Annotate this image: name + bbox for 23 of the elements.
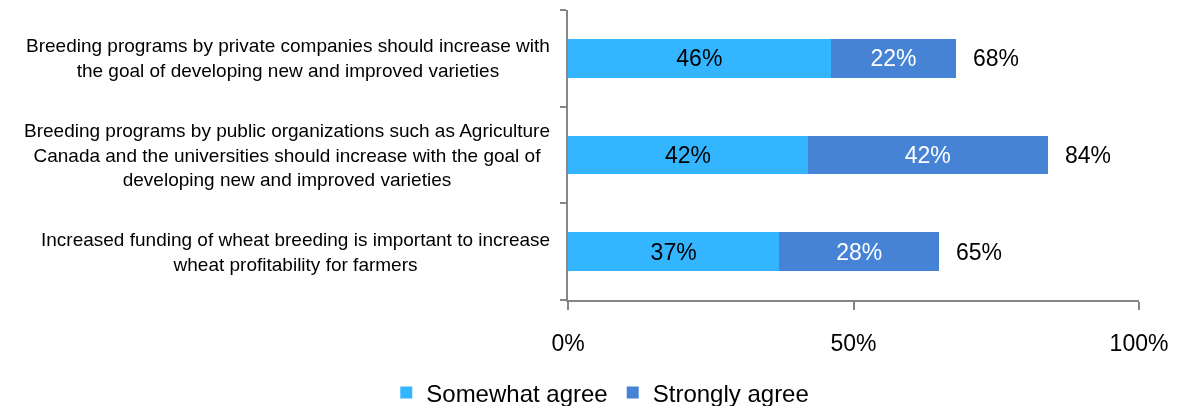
data-label: 46% <box>676 45 723 72</box>
bar <box>568 232 780 271</box>
total-label: 84% <box>1065 142 1112 168</box>
total-label: 68% <box>973 45 1020 71</box>
bar <box>779 232 940 271</box>
bar <box>830 39 957 78</box>
bar <box>807 135 1048 175</box>
x-tick-label: 50% <box>830 330 877 357</box>
data-label: 22% <box>870 45 917 72</box>
x-tick-label: 100% <box>1109 330 1169 357</box>
y-tick-label: Breeding programs by public organizations such as Agriculture Canada and the universities should increase with the goal of developing new and improved varieties <box>24 120 550 191</box>
data-label: 42% <box>664 142 711 168</box>
legend-label: Somewhat agree <box>426 379 608 406</box>
y-tick-label: Breeding programs by private companies should increase with the goal of developing new and improved varieties <box>26 35 550 81</box>
data-label: 37% <box>650 238 697 265</box>
legend-label: Strongly agree <box>652 379 809 406</box>
bar <box>568 39 831 78</box>
bar <box>568 135 808 175</box>
data-label: 28% <box>836 238 883 265</box>
y-tick-label: Increased funding of wheat breeding is important to increase wheat profitability for farmers <box>41 229 551 275</box>
total-label: 65% <box>956 239 1003 265</box>
x-tick-label: 0% <box>551 330 585 357</box>
data-label: 42% <box>904 142 951 168</box>
